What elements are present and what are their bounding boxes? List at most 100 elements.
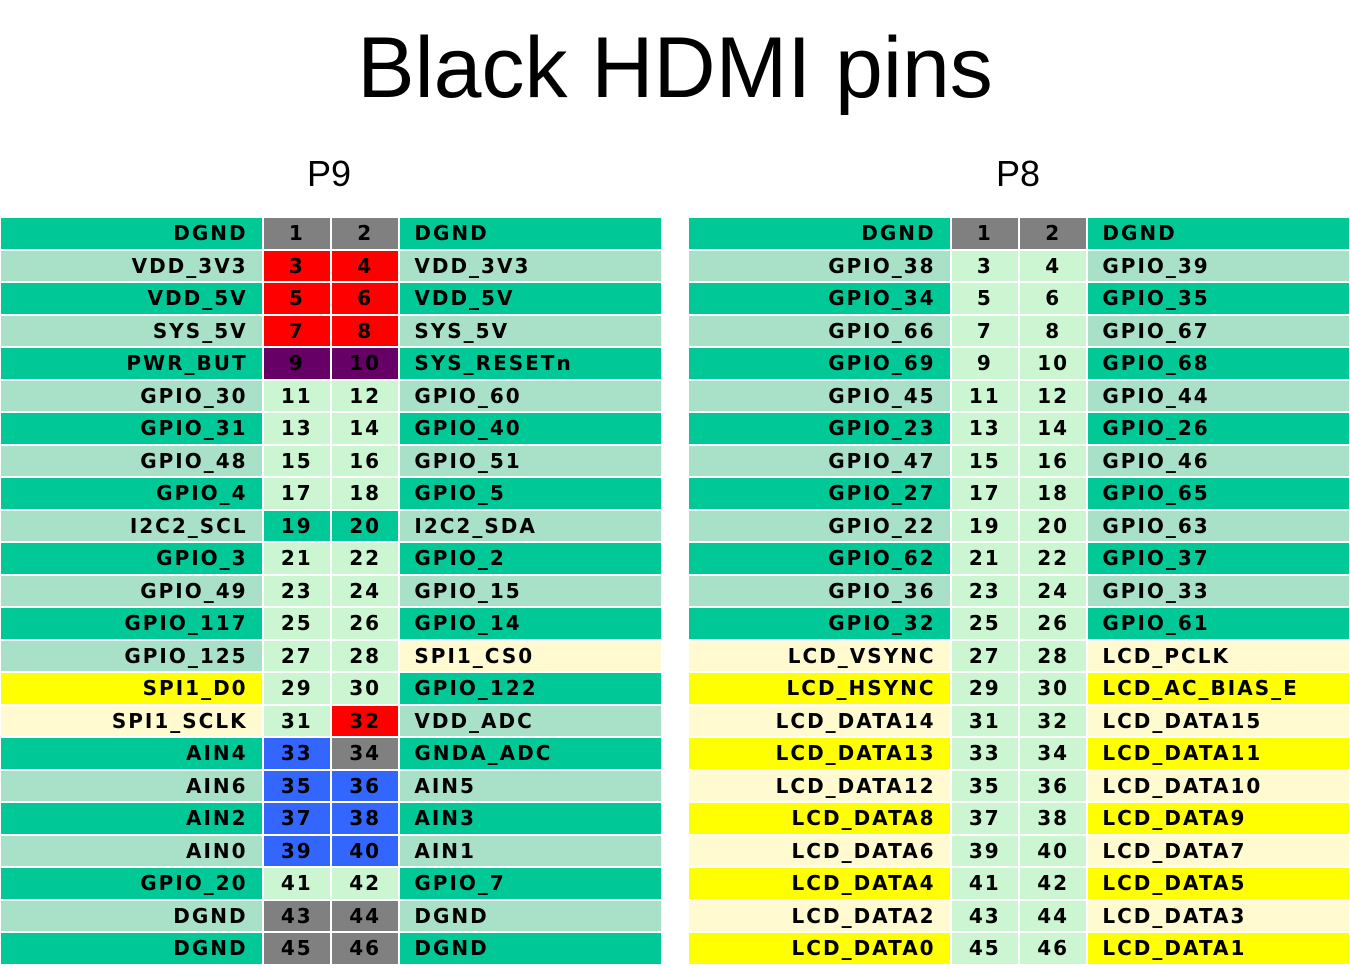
- p9-right-pin-number: 18: [331, 478, 399, 509]
- p9-left-pin-number: 27: [263, 640, 330, 671]
- p9-pin-row: GPIO_3 21 22 GPIO_2: [1, 543, 661, 574]
- p8-right-signal-name: GPIO_39: [1088, 250, 1349, 281]
- p9-left-signal-name: I2C2_SCL: [1, 510, 262, 541]
- p9-right-pin-number: 36: [331, 770, 399, 801]
- p9-right-signal-name: GPIO_60: [400, 380, 661, 411]
- p8-right-signal-name: LCD_DATA10: [1088, 770, 1349, 801]
- p9-left-signal-name: GPIO_48: [1, 445, 262, 476]
- p8-left-signal-name: GPIO_38: [689, 250, 950, 281]
- p9-pin-row: GPIO_117 25 26 GPIO_14: [1, 608, 661, 639]
- p8-right-signal-name: GPIO_65: [1088, 478, 1349, 509]
- p9-right-pin-number: 14: [331, 413, 399, 444]
- p9-left-signal-name: GPIO_20: [1, 868, 262, 899]
- p9-right-signal-name: DGND: [400, 900, 661, 931]
- p8-right-pin-number: 18: [1019, 478, 1087, 509]
- p9-left-pin-number: 41: [263, 868, 330, 899]
- p9-left-signal-name: DGND: [1, 900, 262, 931]
- p9-left-signal-name: AIN6: [1, 770, 262, 801]
- p9-left-signal-name: GPIO_125: [1, 640, 262, 671]
- p9-left-pin-number: 29: [263, 673, 330, 704]
- p8-right-pin-number: 2: [1019, 218, 1087, 249]
- p8-left-signal-name: LCD_DATA8: [689, 803, 950, 834]
- p8-right-signal-name: LCD_DATA15: [1088, 705, 1349, 736]
- p8-left-signal-name: GPIO_66: [689, 315, 950, 346]
- p8-left-pin-number: 1: [951, 218, 1018, 249]
- p8-left-signal-name: LCD_DATA14: [689, 705, 950, 736]
- p9-right-pin-number: 34: [331, 738, 399, 769]
- p8-left-pin-number: 31: [951, 705, 1018, 736]
- p8-pin-row: LCD_DATA14 31 32 LCD_DATA15: [689, 705, 1349, 736]
- p9-left-signal-name: GPIO_117: [1, 608, 262, 639]
- p9-right-signal-name: GPIO_14: [400, 608, 661, 639]
- p9-pin-row: AIN4 33 34 GNDA_ADC: [1, 738, 661, 769]
- p9-right-signal-name: DGND: [400, 218, 661, 249]
- p9-left-pin-number: 13: [263, 413, 330, 444]
- p9-left-signal-name: SPI1_SCLK: [1, 705, 262, 736]
- p9-right-signal-name: VDD_3V3: [400, 250, 661, 281]
- p9-right-pin-number: 22: [331, 543, 399, 574]
- header-p9: P9: [307, 153, 352, 194]
- p8-right-signal-name: LCD_PCLK: [1088, 640, 1349, 671]
- p9-left-signal-name: SYS_5V: [1, 315, 262, 346]
- p8-left-signal-name: LCD_DATA2: [689, 900, 950, 931]
- p9-right-pin-number: 38: [331, 803, 399, 834]
- p9-left-pin-number: 9: [263, 348, 330, 379]
- p9-right-pin-number: 46: [331, 933, 399, 964]
- p8-left-signal-name: GPIO_69: [689, 348, 950, 379]
- p8-right-signal-name: LCD_DATA9: [1088, 803, 1349, 834]
- p8-left-signal-name: GPIO_27: [689, 478, 950, 509]
- p9-pin-row: DGND 43 44 DGND: [1, 900, 661, 931]
- p9-right-signal-name: GPIO_40: [400, 413, 661, 444]
- p8-right-pin-number: 26: [1019, 608, 1087, 639]
- p9-left-pin-number: 21: [263, 543, 330, 574]
- p8-left-pin-number: 39: [951, 835, 1018, 866]
- p9-right-signal-name: AIN3: [400, 803, 661, 834]
- p8-pin-table: DGND 1 2 DGND GPIO_38 3 4 GPIO_39 GPIO_34 5 6 GPIO_…: [687, 216, 1350, 966]
- p9-right-signal-name: GPIO_15: [400, 575, 661, 606]
- p8-left-pin-number: 25: [951, 608, 1018, 639]
- p8-pin-row: LCD_HSYNC 29 30 LCD_AC_BIAS_E: [689, 673, 1349, 704]
- p9-right-pin-number: 10: [331, 348, 399, 379]
- p8-left-signal-name: GPIO_45: [689, 380, 950, 411]
- p8-left-signal-name: GPIO_62: [689, 543, 950, 574]
- p8-pin-row: LCD_DATA13 33 34 LCD_DATA11: [689, 738, 1349, 769]
- p9-right-signal-name: SYS_RESETn: [400, 348, 661, 379]
- p8-left-pin-number: 41: [951, 868, 1018, 899]
- p8-right-pin-number: 14: [1019, 413, 1087, 444]
- p9-left-pin-number: 3: [263, 250, 330, 281]
- p8-right-pin-number: 32: [1019, 705, 1087, 736]
- p8-right-signal-name: LCD_DATA1: [1088, 933, 1349, 964]
- p9-left-pin-number: 15: [263, 445, 330, 476]
- p8-pin-row: LCD_DATA2 43 44 LCD_DATA3: [689, 900, 1349, 931]
- p9-left-signal-name: SPI1_D0: [1, 673, 262, 704]
- p8-right-pin-number: 38: [1019, 803, 1087, 834]
- p9-left-signal-name: GPIO_4: [1, 478, 262, 509]
- p9-pin-row: GPIO_48 15 16 GPIO_51: [1, 445, 661, 476]
- p9-pin-row: DGND 1 2 DGND: [1, 218, 661, 249]
- p8-left-signal-name: LCD_DATA6: [689, 835, 950, 866]
- p9-right-signal-name: GPIO_2: [400, 543, 661, 574]
- p9-right-pin-number: 24: [331, 575, 399, 606]
- p9-pin-row: GPIO_20 41 42 GPIO_7: [1, 868, 661, 899]
- p8-pin-row: LCD_VSYNC 27 28 LCD_PCLK: [689, 640, 1349, 671]
- p8-pin-row: GPIO_66 7 8 GPIO_67: [689, 315, 1349, 346]
- p9-pin-row: AIN6 35 36 AIN5: [1, 770, 661, 801]
- p8-pin-row: GPIO_69 9 10 GPIO_68: [689, 348, 1349, 379]
- p9-right-pin-number: 42: [331, 868, 399, 899]
- p8-left-pin-number: 9: [951, 348, 1018, 379]
- p8-right-signal-name: GPIO_63: [1088, 510, 1349, 541]
- p9-left-pin-number: 17: [263, 478, 330, 509]
- p9-right-pin-number: 20: [331, 510, 399, 541]
- p9-right-pin-number: 30: [331, 673, 399, 704]
- p9-pin-row: SPI1_D0 29 30 GPIO_122: [1, 673, 661, 704]
- p8-right-pin-number: 34: [1019, 738, 1087, 769]
- p8-pin-row: GPIO_45 11 12 GPIO_44: [689, 380, 1349, 411]
- p8-left-signal-name: GPIO_47: [689, 445, 950, 476]
- p9-left-signal-name: GPIO_49: [1, 575, 262, 606]
- p9-right-pin-number: 6: [331, 283, 399, 314]
- p9-pin-row: VDD_3V3 3 4 VDD_3V3: [1, 250, 661, 281]
- p8-right-signal-name: LCD_DATA5: [1088, 868, 1349, 899]
- p8-left-signal-name: LCD_DATA0: [689, 933, 950, 964]
- p9-right-pin-number: 2: [331, 218, 399, 249]
- p8-left-signal-name: LCD_VSYNC: [689, 640, 950, 671]
